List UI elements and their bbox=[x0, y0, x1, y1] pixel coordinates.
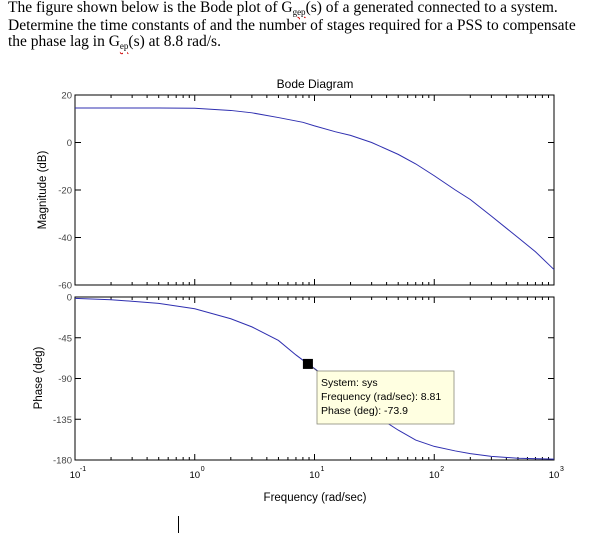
question-line-1-start: The figure shown below is the Bode plot … bbox=[8, 0, 293, 16]
datatip-box[interactable] bbox=[316, 370, 455, 425]
magnitude-y-tick-label: -20 bbox=[58, 186, 72, 197]
datatip-line: System: sys bbox=[321, 377, 378, 389]
x-tick-exponent: 2 bbox=[440, 466, 444, 473]
question-line-1: The figure shown below is the Bode plot … bbox=[8, 0, 608, 18]
question-line-3-end: (s) at 8.8 rad/s. bbox=[128, 33, 221, 50]
magnitude-y-tick-label: -40 bbox=[58, 233, 72, 244]
x-tick-label: 10 bbox=[429, 470, 440, 481]
magnitude-curve bbox=[75, 107, 555, 270]
chart-title: Bode Diagram bbox=[277, 77, 354, 91]
magnitude-y-tick-label: -60 bbox=[58, 281, 72, 292]
x-axis-label: Frequency (rad/sec) bbox=[264, 492, 367, 504]
x-tick-label: 10 bbox=[309, 470, 320, 481]
x-tick-label: 10 bbox=[70, 470, 81, 481]
tick-layer: 10-1100101102103200-20-40-600-45-90-135-… bbox=[53, 91, 564, 482]
phase-y-tick-label: -180 bbox=[53, 456, 72, 467]
x-tick-exponent: 3 bbox=[560, 466, 564, 473]
phase-y-tick-label: 0 bbox=[67, 293, 72, 304]
text-cursor bbox=[178, 516, 179, 533]
phase-y-tick-label: -45 bbox=[58, 333, 72, 344]
phase-y-tick-label: -90 bbox=[58, 374, 72, 385]
question-text: The figure shown below is the Bode plot … bbox=[8, 0, 608, 52]
x-tick-exponent: 1 bbox=[321, 466, 325, 473]
magnitude-ylabel: Magnitude (dB) bbox=[37, 151, 49, 230]
phase-axes bbox=[74, 296, 555, 461]
question-line-3-start: the phase lag in G bbox=[8, 33, 120, 50]
magnitude-y-tick-label: 20 bbox=[61, 91, 72, 102]
x-tick-label: 10 bbox=[189, 470, 200, 481]
subscript-gep: gep bbox=[292, 7, 306, 17]
question-line-3: the phase lag in Gep(s) at 8.8 rad/s. bbox=[8, 33, 608, 52]
magnitude-axes bbox=[74, 94, 555, 286]
datatip-layer[interactable]: System: sys Frequency (rad/sec): 8.81 Phas… bbox=[302, 358, 455, 425]
question-line-1-end: (s) of a generated connected to a system… bbox=[305, 0, 558, 16]
phase-y-tick-label: -135 bbox=[53, 415, 72, 426]
x-tick-label: 10 bbox=[549, 470, 560, 481]
datatip-marker[interactable] bbox=[302, 358, 313, 369]
datatip-line: Phase (deg): -73.9 bbox=[321, 405, 408, 417]
datatip-line: Frequency (rad/sec): 8.81 bbox=[321, 391, 441, 403]
phase-ylabel: Phase (deg) bbox=[33, 347, 45, 410]
magnitude-y-tick-label: 0 bbox=[67, 138, 72, 149]
question-line-2: Determine the time constants of and the … bbox=[8, 16, 576, 34]
x-tick-exponent: -1 bbox=[80, 466, 86, 473]
x-tick-exponent: 0 bbox=[201, 466, 205, 473]
subscript-ep: ep bbox=[119, 41, 129, 51]
